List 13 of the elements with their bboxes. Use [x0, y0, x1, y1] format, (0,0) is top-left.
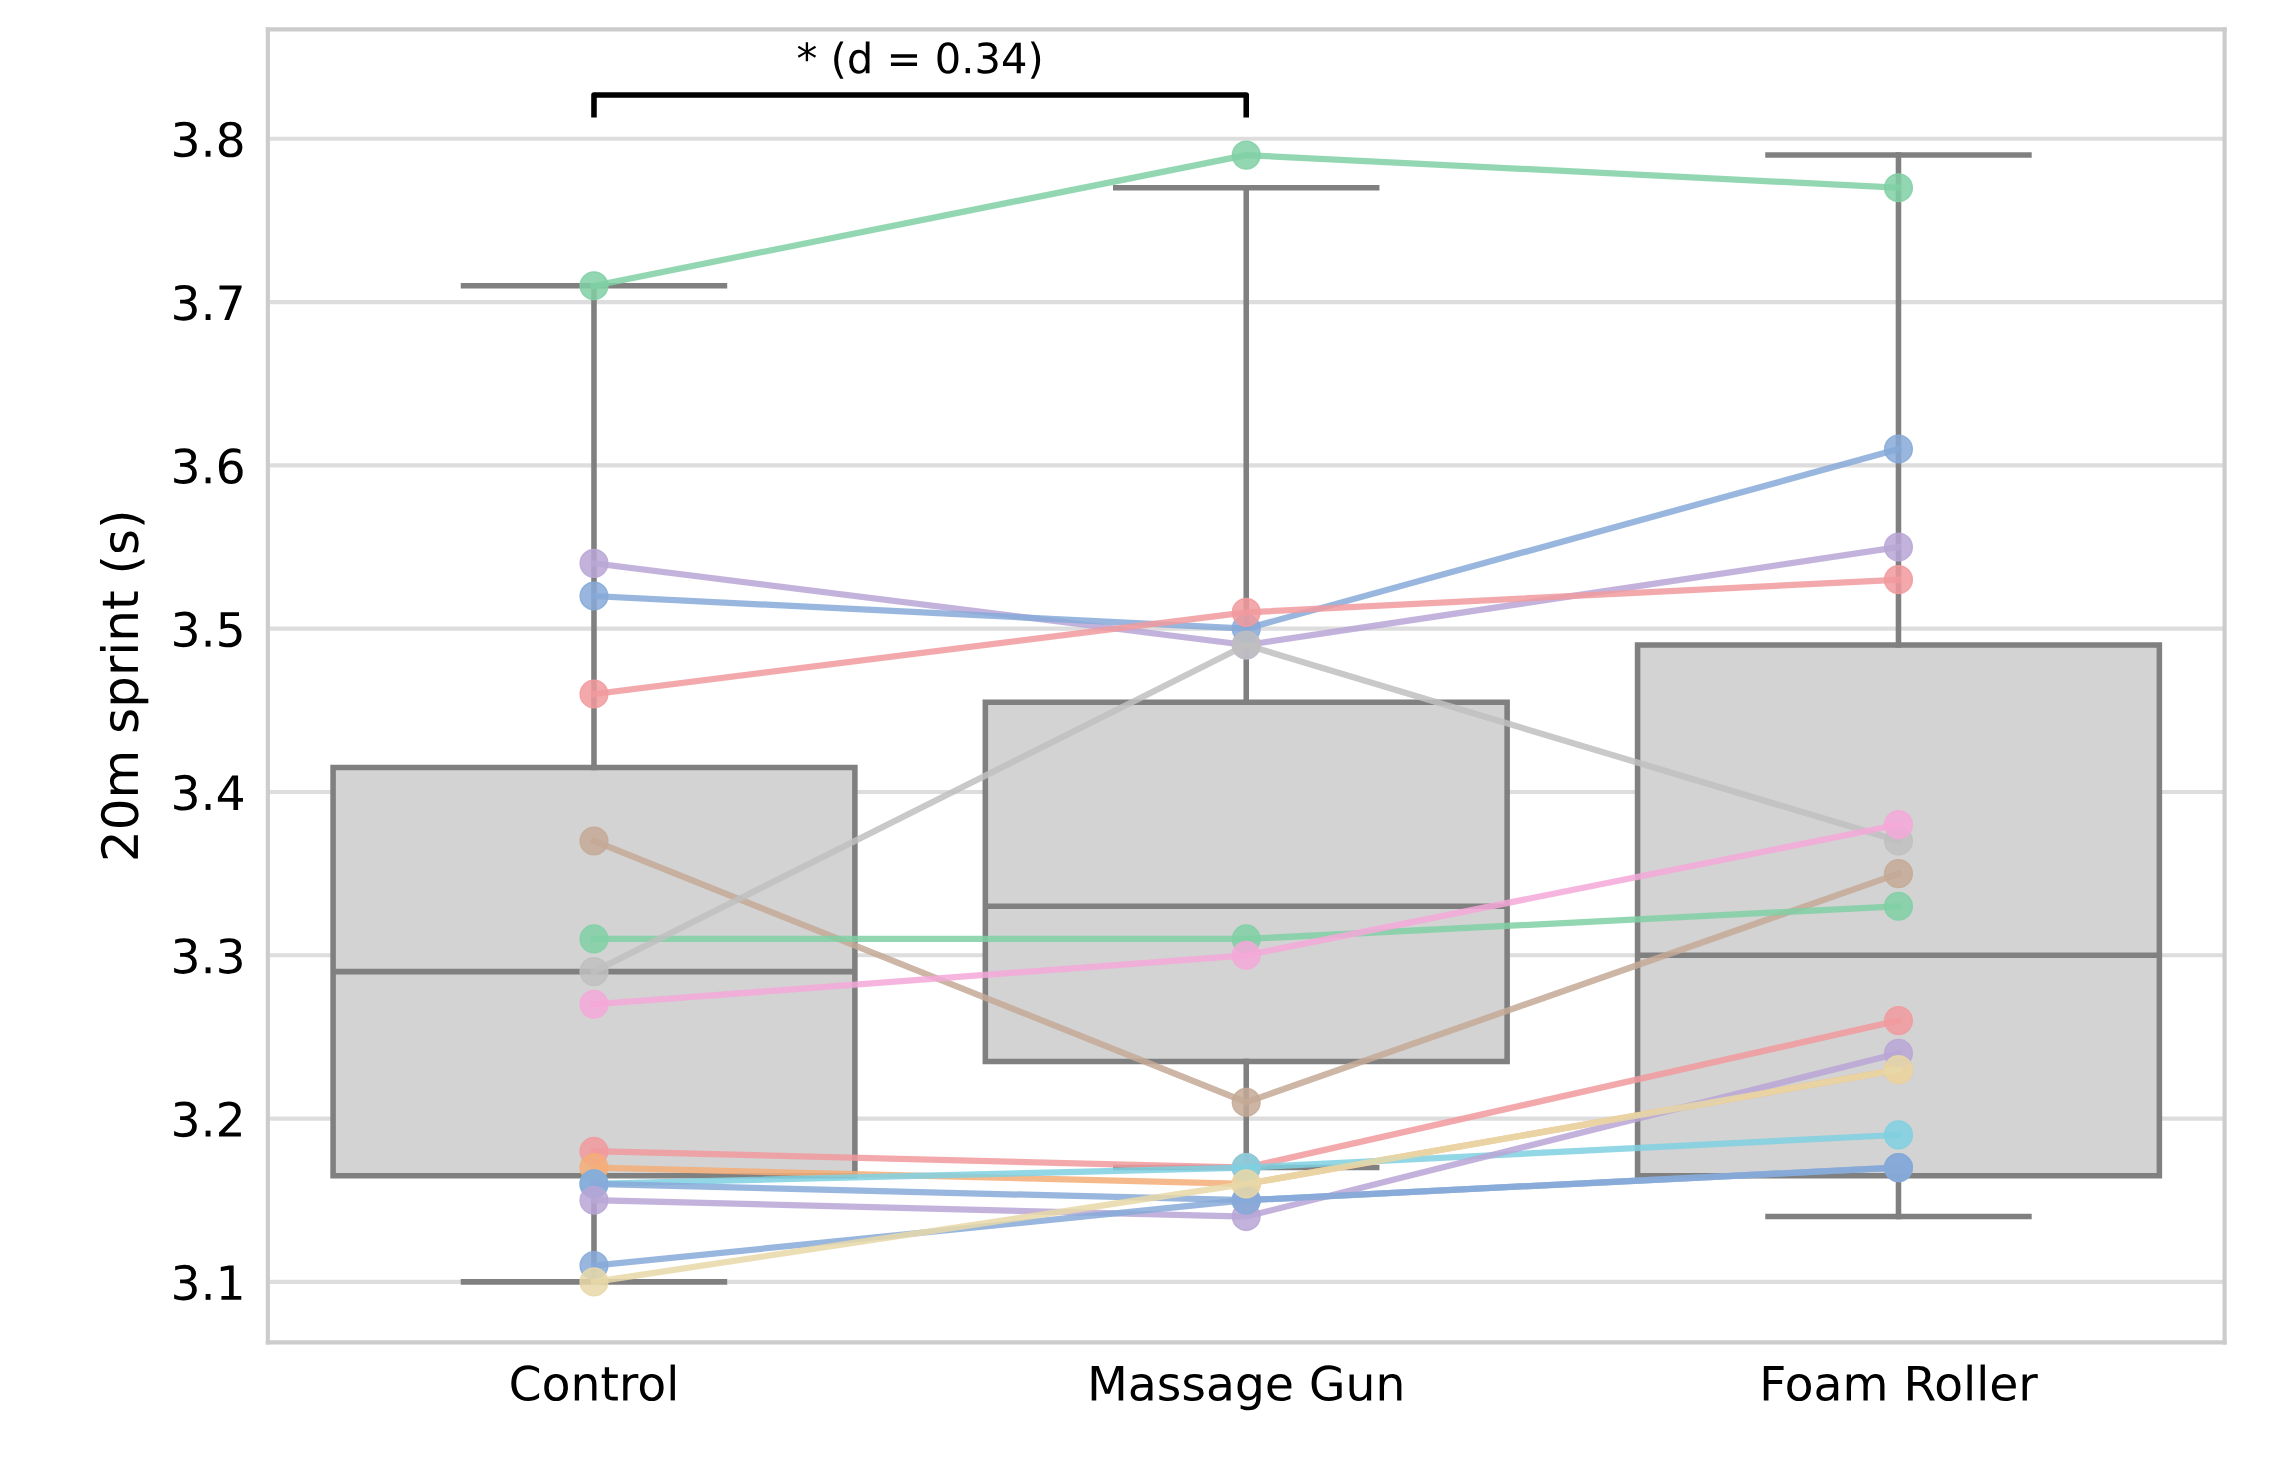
y-tick-label: 3.7 [174, 284, 242, 321]
y-tick-label: 3.6 [174, 448, 243, 484]
y-tick-label: 3.5 [174, 611, 242, 648]
x-tick-label: Massage Gun [1091, 1365, 1402, 1411]
x-tick-label: Control [511, 1364, 675, 1402]
y-tick-label: 3.8 [174, 121, 243, 158]
y-tick-label: 3.2 [174, 1101, 241, 1138]
y-tick-label: 3.1 [174, 1264, 242, 1301]
y-axis-title: 20m sprint (s) [99, 513, 149, 859]
annotation: * (d = 0.34) [797, 41, 1041, 79]
y-tick-label: 3.4 [174, 774, 243, 811]
x-tick-label: Foam Roller [1763, 1364, 2038, 1402]
y-tick-label: 3.3 [174, 938, 242, 974]
